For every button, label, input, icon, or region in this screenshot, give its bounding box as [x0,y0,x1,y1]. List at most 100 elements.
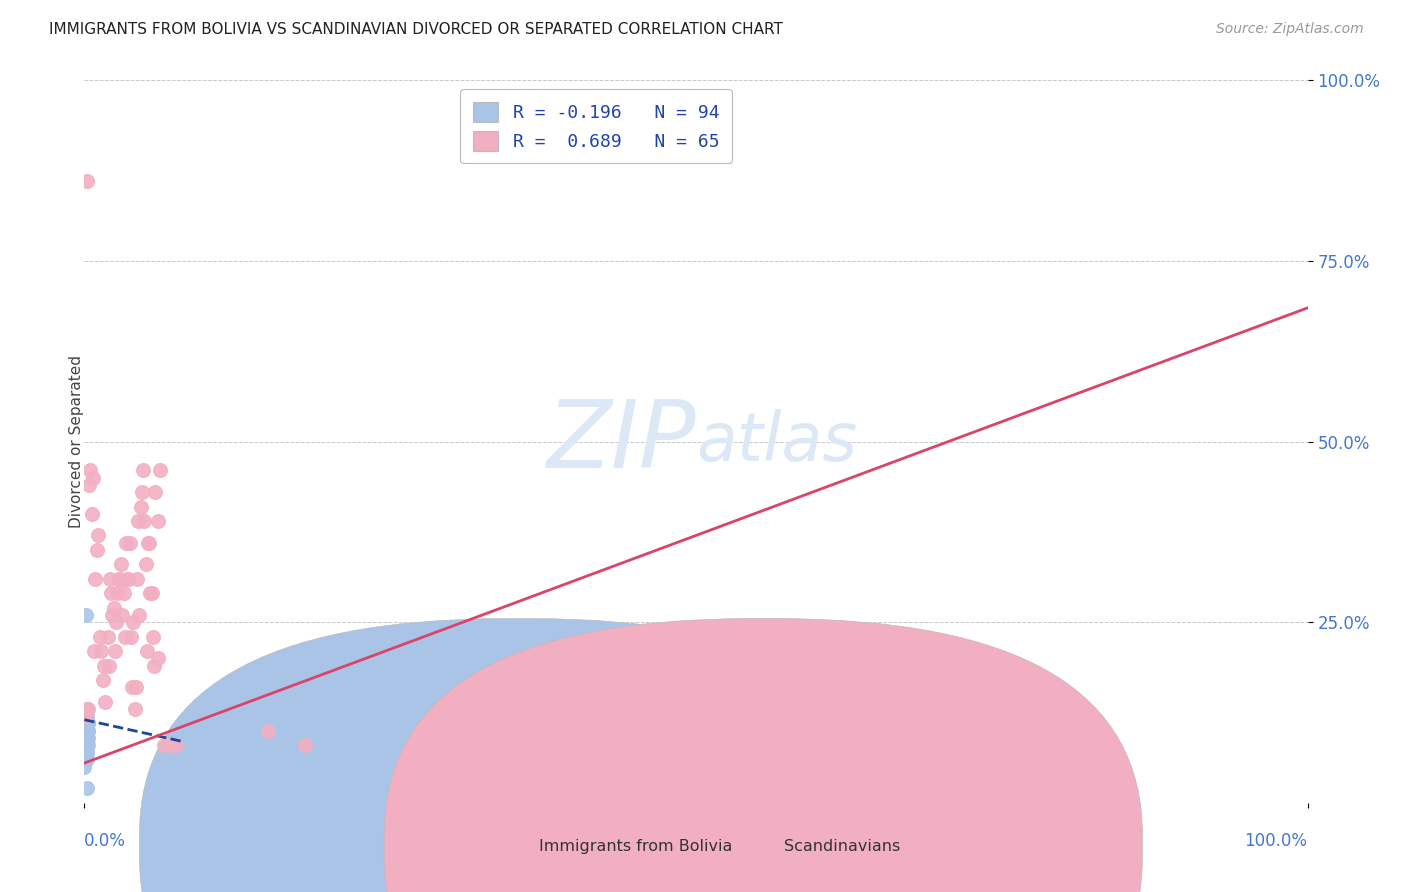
Point [138,535,160,549]
Point [76,781,98,796]
Point [75,723,97,738]
Text: Immigrants from Bolivia: Immigrants from Bolivia [540,838,733,854]
Point [76,731,98,745]
Point [129,500,152,514]
Point [76,723,98,738]
Point [75,723,97,738]
Point [76,723,98,738]
Text: ZIP: ZIP [547,396,696,487]
Point [77,723,100,738]
Point [165,738,187,752]
Point [118,535,141,549]
Point [87,528,110,542]
Point [77,716,100,731]
Point [75,723,97,738]
Point [76,745,98,759]
Point [75,723,97,738]
Point [75,738,97,752]
Point [143,658,166,673]
Point [90,644,112,658]
Point [294,738,316,752]
Point [101,607,124,622]
Point [257,723,280,738]
Point [75,723,97,738]
Point [104,644,127,658]
Point [103,600,125,615]
Point [76,731,98,745]
Point [83,644,105,658]
Point [122,615,145,630]
Point [76,731,98,745]
Point [135,558,157,572]
Point [75,738,97,752]
Point [76,723,98,738]
Point [77,702,100,716]
Point [111,607,134,622]
Point [76,731,98,745]
Point [75,731,97,745]
Point [75,723,97,738]
Point [76,731,98,745]
Point [75,723,97,738]
Point [98,572,121,586]
Point [146,514,169,528]
Point [75,723,97,738]
Point [77,738,100,752]
Point [134,514,156,528]
Point [94,695,117,709]
Point [127,514,149,528]
Point [76,716,98,731]
Text: 100.0%: 100.0% [1244,831,1308,850]
Point [76,752,98,766]
Point [75,709,97,723]
Point [76,723,98,738]
Text: Scandinavians: Scandinavians [785,838,900,854]
Point [75,731,97,745]
Point [80,507,103,521]
Point [76,731,98,745]
Point [125,572,148,586]
Point [135,644,157,658]
Point [75,731,97,745]
Point [75,731,97,745]
Point [91,673,114,687]
Point [73,760,96,774]
Point [125,680,148,694]
Point [75,723,97,738]
FancyBboxPatch shape [139,618,898,892]
Point [75,723,97,738]
Point [75,731,97,745]
Point [75,723,97,738]
Text: Source: ZipAtlas.com: Source: ZipAtlas.com [1216,22,1364,37]
Point [75,731,97,745]
Point [76,723,98,738]
Point [117,572,139,586]
Point [75,723,97,738]
Point [124,702,146,716]
Point [75,752,97,766]
Point [76,731,98,745]
Point [76,723,98,738]
Point [75,731,97,745]
Point [75,723,97,738]
Point [141,586,163,600]
Point [75,731,97,745]
Text: IMMIGRANTS FROM BOLIVIA VS SCANDINAVIAN DIVORCED OR SEPARATED CORRELATION CHART: IMMIGRANTS FROM BOLIVIA VS SCANDINAVIAN … [49,22,783,37]
Point [79,463,101,477]
Point [75,731,97,745]
Point [76,709,98,723]
Point [75,745,97,759]
Point [75,731,97,745]
Point [77,716,100,731]
Point [75,731,97,745]
Point [136,535,159,549]
Text: 0.0%: 0.0% [84,831,127,850]
Point [75,723,97,738]
Point [75,731,97,745]
Point [76,723,98,738]
Point [75,723,97,738]
Point [132,463,155,477]
Point [75,723,97,738]
Point [159,738,181,752]
Point [75,723,97,738]
